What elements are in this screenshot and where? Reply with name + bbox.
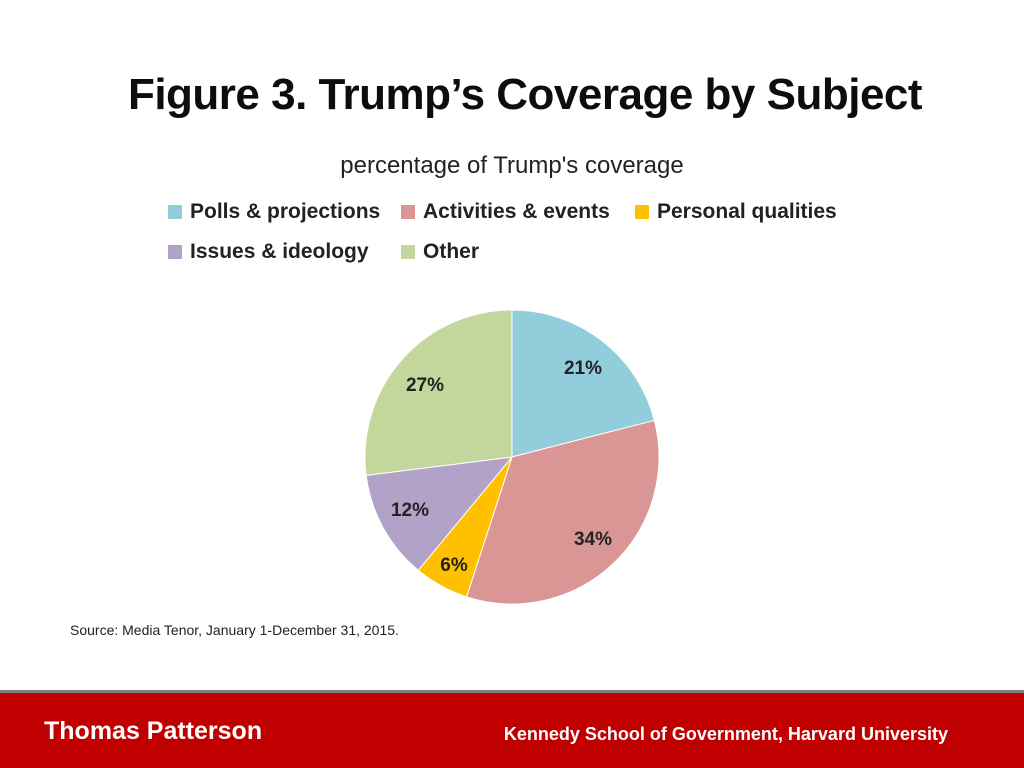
legend-item-other: Other [401,240,479,264]
footer-bar: Thomas Patterson Kennedy School of Gover… [0,690,1024,768]
legend-label-personal: Personal qualities [657,200,837,223]
legend-label-issues: Issues & ideology [190,240,369,263]
legend-row-2: Issues & ideology Other [168,240,888,280]
legend-item-issues: Issues & ideology [168,240,369,264]
legend-item-personal: Personal qualities [635,200,837,224]
pie-label-activities: 34% [574,529,612,550]
legend-row-1: Polls & projections Activities & events … [168,200,888,240]
legend-item-polls: Polls & projections [168,200,380,224]
pie-label-personal: 6% [440,555,468,576]
source-note: Source: Media Tenor, January 1-December … [70,622,399,638]
pie-slice-activities [465,419,660,605]
pie-slice-polls [511,309,655,458]
pie-slice-personal [417,456,513,598]
chart-title: percentage of Trump's coverage [340,152,684,179]
pie-slice-other [364,309,513,476]
legend-label-polls: Polls & projections [190,200,381,223]
legend-swatch-other [401,245,415,259]
footer-affiliation: Kennedy School of Government, Harvard Un… [503,724,948,744]
chart-legend: Polls & projections Activities & events … [168,200,888,280]
legend-swatch-personal [635,205,649,219]
legend-swatch-polls [168,205,182,219]
footer-author: Thomas Patterson [44,717,263,745]
pie-slice-issues [365,456,514,571]
legend-label-activities: Activities & events [423,200,610,223]
legend-item-activities: Activities & events [401,200,610,224]
pie-label-issues: 12% [391,500,429,521]
legend-swatch-issues [168,245,182,259]
pie-label-polls: 21% [564,358,602,379]
slide-title: Figure 3. Trump’s Coverage by Subject [127,70,923,119]
legend-swatch-activities [401,205,415,219]
legend-label-other: Other [423,240,480,263]
pie-label-other: 27% [406,375,444,396]
